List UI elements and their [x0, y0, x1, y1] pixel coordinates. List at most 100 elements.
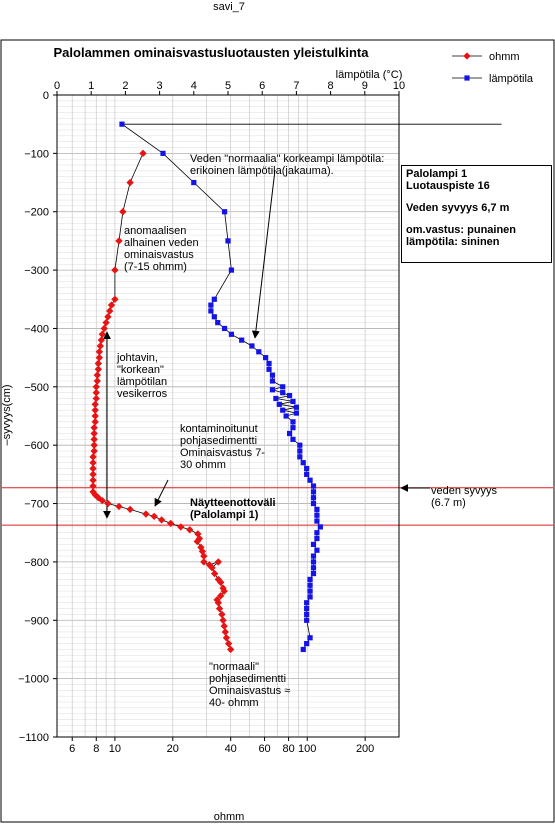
resistivity-point [89, 453, 97, 461]
resistivity-point [227, 645, 235, 654]
temperature-point [304, 606, 310, 612]
header-label: savi_7 [213, 1, 245, 13]
resistivity-point [126, 178, 134, 187]
temperature-point [280, 407, 286, 413]
info-site: Palolampi 1 [406, 168, 468, 180]
y-tick-label: −400 [24, 323, 49, 335]
resistivity-point [111, 295, 119, 303]
temperature-point [314, 512, 320, 518]
legend-marker-resistivity [463, 52, 471, 60]
footer-label: ohmm [214, 811, 245, 823]
temperature-point [211, 296, 217, 302]
y-tick-label: −900 [24, 615, 49, 627]
temperature-point [300, 460, 306, 466]
resistivity-point [94, 365, 102, 373]
note-normaali-line: "normaali" [209, 661, 259, 673]
temperature-point [290, 398, 296, 405]
temperature-point [276, 401, 282, 407]
y-tick-label: −600 [24, 440, 49, 452]
temperature-point [160, 150, 166, 156]
temperature-point [269, 372, 276, 378]
temperature-point [208, 308, 214, 314]
note-veden-syvyys-line: veden syvyys [431, 485, 498, 497]
temperature-point [280, 390, 286, 396]
note-normaali-line: Ominaisvastus ≈ [209, 685, 290, 697]
temperature-point [310, 495, 317, 501]
resistivity-point [90, 441, 98, 449]
note-kontaminoitunut-line: kontaminoitunut [180, 423, 258, 435]
outer-frame [0, 39, 555, 823]
temperature-point [310, 570, 317, 577]
note-anomaalinen-line: (7-15 ohmm) [124, 261, 187, 273]
temperature-point [307, 477, 313, 483]
info-legend-resistivity: om.vastus: punainen [406, 224, 517, 236]
temperature-point [266, 360, 272, 367]
temperature-point [208, 302, 214, 308]
temperature-point [304, 600, 310, 606]
x-top-tick-label: 8 [328, 80, 334, 92]
resistivity-point [90, 429, 98, 438]
temperature-point [280, 384, 286, 390]
y-tick-label: −300 [24, 265, 49, 277]
temperature-point [266, 366, 272, 372]
resistivity-point [111, 266, 119, 274]
resistivity-point [217, 578, 225, 587]
temperature-point [310, 541, 317, 547]
plot-axes: 0 −100 −200 −300 −400 −500 −600 −700 −800 −900 −10… [18, 80, 405, 755]
temperature-point [256, 349, 262, 355]
plot-grid [57, 94, 400, 738]
resistivity-point [107, 301, 116, 309]
resistivity-point [157, 516, 166, 524]
temperature-point [283, 413, 289, 419]
resistivity-point [115, 237, 123, 245]
temperature-point [317, 524, 323, 530]
legend-label-resistivity: ohmm [489, 51, 520, 63]
note-kontaminoitunut-line: 30 ohmm [180, 459, 226, 471]
resistivity-point [142, 510, 150, 518]
y-tick-label: −800 [24, 557, 49, 569]
x-top-tick-label: 5 [225, 80, 231, 92]
temperature-point [269, 378, 276, 384]
resistivity-point [200, 552, 208, 560]
temperature-point [310, 500, 317, 507]
y-tick-label: −500 [24, 382, 49, 394]
site-info-box: Palolampi 1 Luotauspiste 16 Veden syvyys… [401, 165, 552, 263]
temperature-point [239, 337, 245, 343]
info-legend-temperature: lämpötila: sininen [406, 236, 500, 248]
resistivity-point [91, 418, 99, 426]
temperature-point [215, 320, 221, 326]
resistivity-point [186, 526, 194, 534]
y-tick-label: −700 [24, 499, 49, 511]
annotations: Veden "normaalia" korkeampi lämpötila:er… [116, 153, 498, 709]
resistivity-point [177, 523, 185, 531]
y-tick-label: −1100 [19, 732, 49, 744]
chart-title: Palolammen ominaisvastusluotausten yleis… [54, 45, 370, 60]
x-top-tick-label: 1 [88, 80, 94, 92]
resistivity-point [100, 324, 108, 333]
temperature-point [310, 553, 317, 559]
resistivity-point [90, 447, 98, 455]
top-axis-label: lämpötila (°C) [336, 69, 403, 81]
temperature-point [221, 325, 228, 332]
resistivity-point [217, 592, 225, 600]
temperature-point [310, 483, 317, 489]
resistivity-point [139, 149, 147, 158]
x-top-tick-label: 0 [54, 80, 60, 92]
temperature-point [249, 343, 255, 349]
temperature-point [310, 565, 317, 571]
x-bottom-tick-label: 8 [93, 743, 99, 755]
resistivity-point [98, 330, 106, 338]
resistivity-point [89, 482, 97, 490]
annotation-connectors [103, 169, 430, 519]
resistivity-point [210, 569, 219, 578]
note-normaalia-line: erikoinen lämpötila(jakauma). [190, 165, 334, 177]
temperature-point [286, 430, 293, 437]
temperature-point [293, 410, 299, 416]
temperature-point [304, 611, 310, 618]
note-johtavin-line: johtavin, [116, 352, 158, 364]
temperature-point [290, 436, 296, 442]
temperature-point [314, 506, 320, 512]
x-top-tick-label: 4 [191, 80, 197, 92]
resistivity-point [92, 388, 100, 397]
